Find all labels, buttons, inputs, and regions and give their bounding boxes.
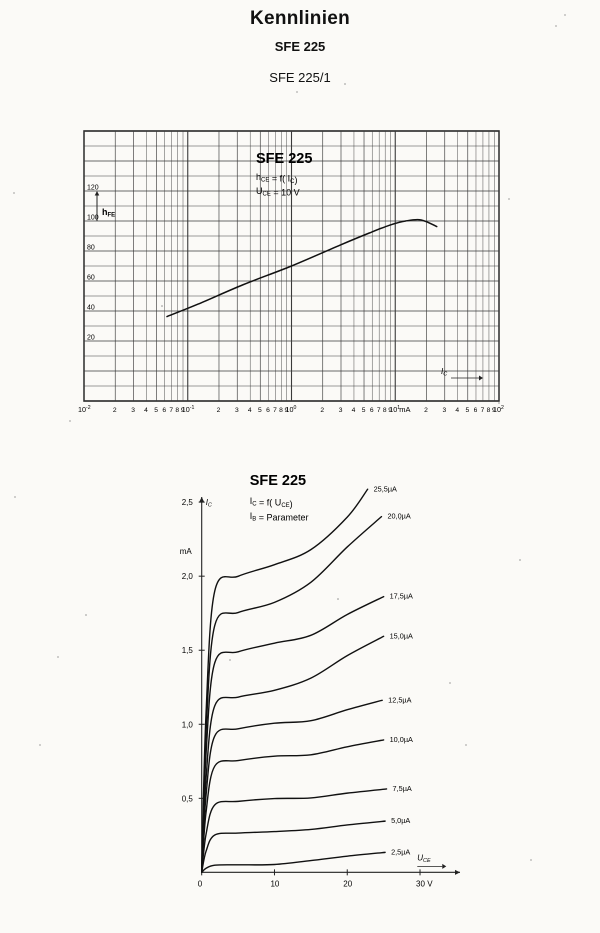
svg-text:IC = f( UCE): IC = f( UCE) — [250, 496, 293, 509]
svg-text:0: 0 — [198, 879, 203, 888]
svg-text:2,0: 2,0 — [182, 572, 194, 581]
svg-text:IC: IC — [206, 498, 212, 509]
svg-text:2,5: 2,5 — [182, 498, 194, 507]
svg-text:2,5µA: 2,5µA — [391, 847, 410, 856]
svg-text:10,0µA: 10,0µA — [390, 735, 413, 744]
svg-text:IB = Parameter: IB = Parameter — [250, 511, 309, 523]
svg-text:V: V — [427, 879, 433, 888]
svg-text:UCE: UCE — [417, 853, 431, 864]
svg-text:1,0: 1,0 — [182, 720, 194, 729]
svg-text:17,5µA: 17,5µA — [390, 592, 413, 601]
svg-text:15,0µA: 15,0µA — [390, 631, 413, 640]
svg-text:12,5µA: 12,5µA — [388, 695, 411, 704]
svg-text:20: 20 — [343, 879, 352, 888]
svg-text:25,5µA: 25,5µA — [374, 484, 397, 493]
svg-text:1,5: 1,5 — [182, 646, 194, 655]
svg-text:SFE 225: SFE 225 — [250, 473, 306, 489]
svg-text:30: 30 — [416, 879, 425, 888]
svg-text:7,5µA: 7,5µA — [393, 784, 412, 793]
svg-text:mA: mA — [180, 547, 193, 556]
svg-text:5,0µA: 5,0µA — [391, 816, 410, 825]
svg-text:0,5: 0,5 — [182, 794, 194, 803]
svg-text:10: 10 — [270, 879, 279, 888]
